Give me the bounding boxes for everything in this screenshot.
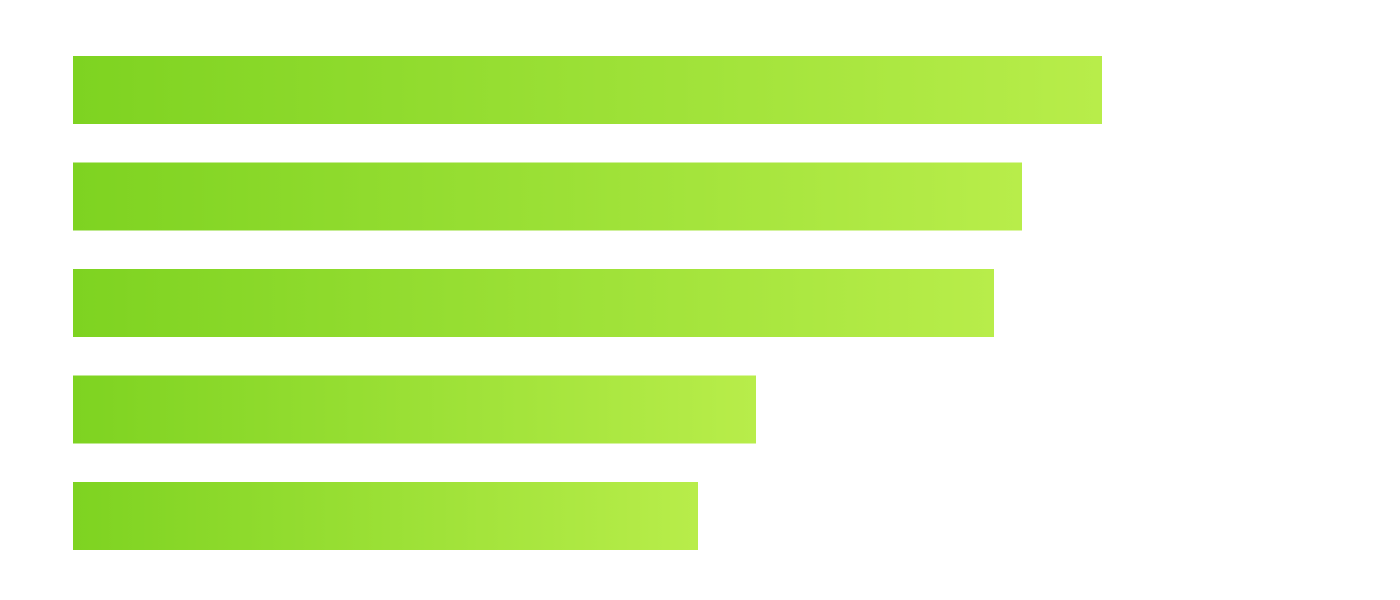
bar (73, 482, 698, 550)
bar (73, 375, 756, 444)
bar (73, 269, 994, 337)
bar (73, 162, 1022, 231)
bar (73, 56, 1102, 124)
